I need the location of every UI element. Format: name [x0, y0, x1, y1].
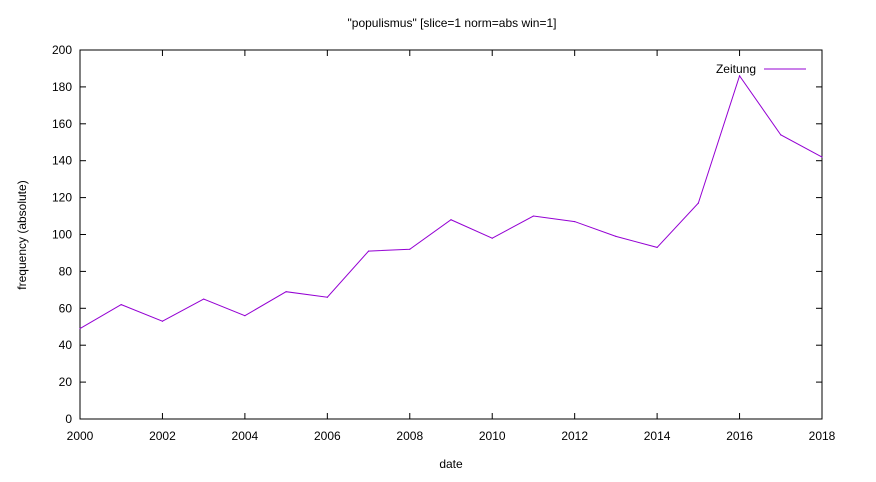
x-axis-label: date: [439, 457, 463, 471]
data-point: [285, 291, 287, 293]
x-tick-label: 2014: [644, 429, 671, 443]
data-point: [615, 235, 617, 237]
y-tick-label: 180: [52, 80, 72, 94]
legend-label-zeitung: Zeitung: [716, 62, 756, 76]
legend: Zeitung: [716, 62, 806, 76]
data-point: [738, 75, 741, 77]
data-point: [697, 202, 699, 204]
y-tick-label: 80: [59, 264, 73, 278]
x-tick-label: 2004: [232, 429, 259, 443]
data-point: [79, 327, 81, 330]
data-point: [244, 315, 246, 317]
y-axis: 0 20 40 60 80 100 120 140 160 180 200: [52, 43, 822, 426]
x-tick-label: 2012: [561, 429, 588, 443]
data-point: [821, 156, 823, 158]
x-tick-label: 2006: [314, 429, 341, 443]
data-point: [326, 296, 328, 298]
y-tick-label: 160: [52, 117, 72, 131]
data-point: [656, 246, 658, 249]
data-point: [780, 134, 782, 136]
y-axis-label: frequency (absolute): [15, 180, 29, 289]
x-axis: 2000 2002 2004 2006 2008 2010 2012 2014 2016 2018: [67, 50, 836, 443]
series-line-zeitung: [79, 74, 823, 330]
plot-frame: [79, 49, 823, 420]
x-tick-label: 2010: [479, 429, 506, 443]
data-point: [450, 219, 452, 221]
y-tick-label: 60: [59, 301, 73, 315]
x-tick-label: 2016: [726, 429, 753, 443]
data-point: [161, 320, 164, 322]
data-point: [120, 304, 122, 306]
x-tick-label: 2018: [809, 429, 836, 443]
x-tick-label: 2000: [67, 429, 94, 443]
y-tick-label: 0: [65, 412, 72, 426]
data-point: [203, 298, 205, 300]
y-tick-label: 40: [59, 338, 73, 352]
series-layer: [79, 74, 823, 330]
y-tick-label: 100: [52, 228, 72, 242]
y-tick-label: 140: [52, 154, 72, 168]
data-point: [532, 215, 535, 217]
data-point: [491, 237, 493, 239]
chart-title: "populismus" [slice=1 norm=abs win=1]: [348, 16, 557, 30]
y-tick-label: 20: [59, 375, 73, 389]
y-tick-label: 200: [52, 43, 72, 57]
x-tick-label: 2002: [149, 429, 176, 443]
x-tick-label: 2008: [396, 429, 423, 443]
data-point: [409, 248, 411, 250]
data-point: [574, 220, 576, 223]
y-tick-label: 120: [52, 191, 72, 205]
data-point: [367, 250, 370, 252]
